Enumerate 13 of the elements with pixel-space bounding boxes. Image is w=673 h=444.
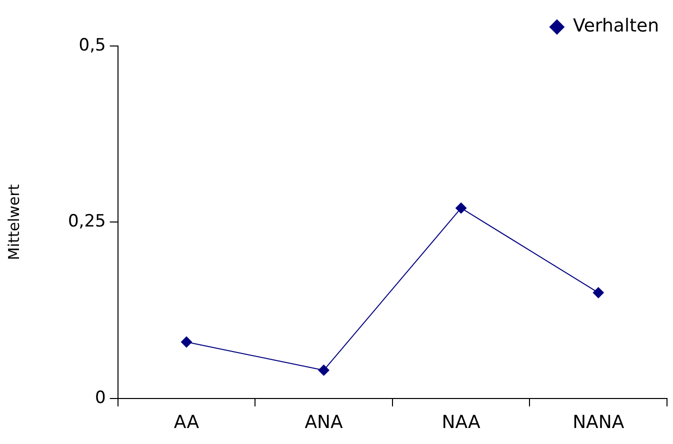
y-axis-title: Mittelwert: [4, 184, 23, 260]
point: [318, 364, 330, 376]
y-tick-label: 0,5: [78, 35, 106, 56]
x-tick-label: ANA: [304, 412, 344, 433]
x-tick-label: NAA: [442, 412, 482, 433]
x-tick-label: NANA: [572, 412, 625, 433]
y-tick-label: 0: [95, 388, 106, 408]
point: [592, 287, 604, 298]
point: [180, 336, 192, 348]
legend-label: Verhalten: [572, 16, 660, 37]
point: [456, 202, 467, 214]
y-tick-label: 0,25: [68, 212, 106, 232]
x-tick-label: AA: [174, 412, 200, 433]
